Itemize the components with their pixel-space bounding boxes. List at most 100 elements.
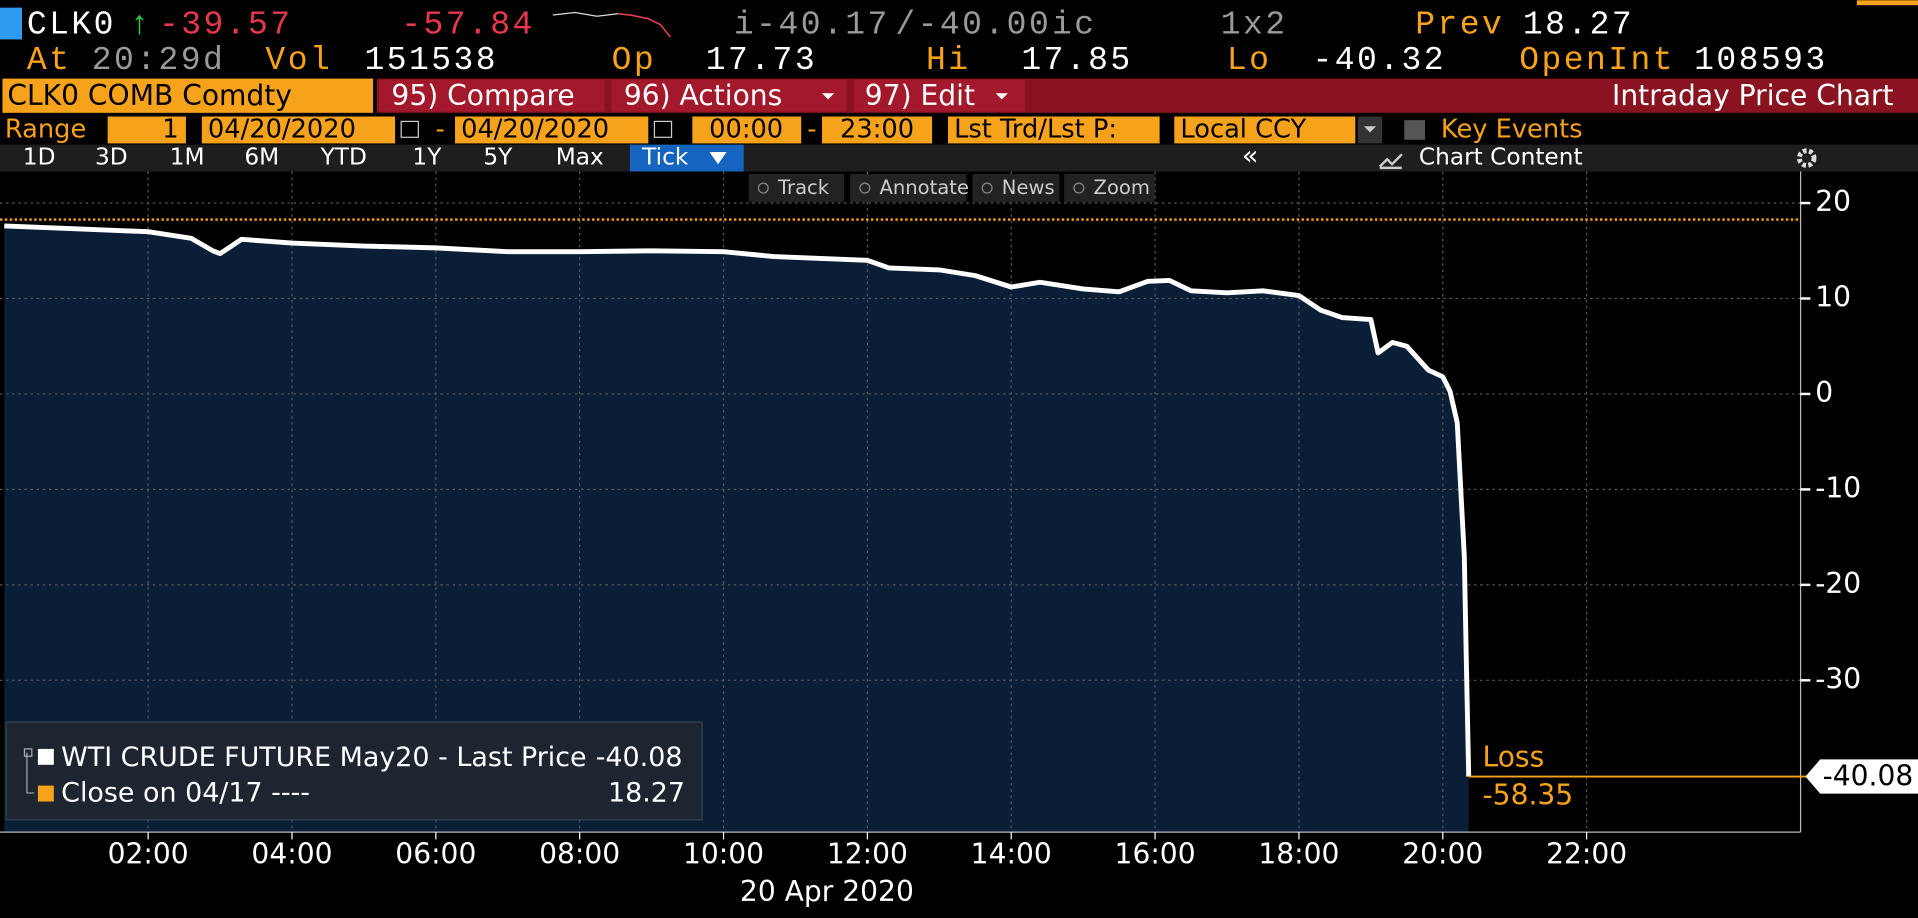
up-arrow: ↑	[130, 6, 152, 43]
range-label: Range	[5, 114, 86, 144]
range-box[interactable]	[107, 116, 186, 144]
y-tick-label: 10	[1815, 280, 1851, 313]
tool-button[interactable]	[748, 173, 845, 203]
date-separator: -	[435, 114, 444, 144]
edit[interactable]: 97) Edit	[865, 79, 975, 112]
annotation-value: -58.35	[1483, 779, 1574, 812]
security-box[interactable]	[2, 78, 374, 113]
legend-label: WTI CRUDE FUTURE May20 - Last Price	[61, 742, 586, 773]
period-button[interactable]: 1Y	[412, 144, 442, 171]
checkbox[interactable]	[1404, 120, 1426, 140]
period-bar	[0, 144, 1918, 172]
edit-button[interactable]	[853, 79, 1026, 112]
currency[interactable]: Local CCY	[1180, 114, 1306, 144]
y-tick-label: -10	[1815, 471, 1861, 504]
y-tick-label: -30	[1815, 662, 1861, 695]
x-tick-label: 18:00	[1258, 837, 1339, 870]
time: 20:29d	[92, 42, 226, 79]
last-price-label: -40.08	[1823, 760, 1914, 793]
vol-label: Vol	[265, 42, 332, 79]
legend-label: Close on 04/17 ----	[61, 778, 310, 809]
prev-label: Prev	[1415, 6, 1504, 43]
actions-button[interactable]	[611, 79, 847, 112]
tick-button[interactable]	[629, 144, 744, 172]
last-price-tag	[1805, 759, 1918, 794]
calendar-icon[interactable]	[400, 120, 419, 138]
security-marker	[0, 7, 23, 40]
corner-marker	[1856, 0, 1918, 6]
time-separator: -	[807, 114, 816, 144]
period-button[interactable]: Max	[556, 144, 604, 171]
prev-value: 18.27	[1523, 6, 1634, 43]
end-date-box[interactable]	[455, 116, 649, 144]
period-button[interactable]: 5Y	[483, 144, 513, 171]
tool-label[interactable]: Track	[777, 176, 830, 199]
end-time[interactable]: 23:00	[840, 114, 914, 144]
x-tick-label: 08:00	[539, 837, 620, 870]
tool-button[interactable]	[972, 173, 1060, 203]
price-line	[4, 223, 1472, 777]
legend-swatch	[37, 785, 54, 802]
legend-tree	[23, 748, 35, 794]
annotation-label: Loss	[1483, 741, 1545, 774]
ask: /-40.00	[895, 6, 1051, 43]
legend-swatch	[37, 748, 54, 765]
settings-icon[interactable]	[1796, 148, 1817, 168]
tool-icon	[981, 182, 993, 194]
compare[interactable]: 95) Compare	[391, 79, 574, 112]
start-time[interactable]: 00:00	[709, 114, 783, 144]
tool-label[interactable]: Annotate	[879, 176, 969, 199]
calendar-icon[interactable]	[653, 120, 673, 138]
actions[interactable]: 96) Actions	[624, 79, 782, 112]
page-title: Intraday Price Chart	[1612, 79, 1893, 112]
tool-label[interactable]: Zoom	[1094, 176, 1150, 199]
period-button[interactable]: 6M	[244, 144, 279, 171]
start-time-box[interactable]	[692, 116, 802, 144]
tool-icon	[859, 182, 871, 194]
last-price: -39.57	[159, 6, 293, 43]
ticker: CLK0	[27, 6, 116, 43]
range-value[interactable]: 1	[162, 114, 178, 144]
low-value: -40.32	[1313, 42, 1447, 79]
period-button[interactable]: 1D	[23, 144, 56, 171]
tool-button[interactable]	[1064, 173, 1155, 203]
period-button[interactable]: YTD	[320, 144, 367, 171]
chart-content[interactable]: Chart Content	[1419, 144, 1583, 171]
collapse[interactable]: «	[1242, 140, 1258, 171]
end-date[interactable]: 04/20/2020	[461, 114, 609, 144]
high-label: Hi	[926, 42, 971, 79]
x-tick-label: 14:00	[971, 837, 1052, 870]
price-type-box[interactable]	[947, 116, 1160, 144]
tool-icon	[1073, 182, 1085, 194]
chart-icon	[1378, 153, 1403, 170]
open-label: Op	[612, 42, 657, 79]
tool-label[interactable]: News	[1002, 176, 1055, 199]
x-tick-label: 02:00	[108, 837, 189, 870]
low-label: Lo	[1227, 42, 1272, 79]
dropdown-arrow	[709, 151, 727, 165]
security[interactable]: CLK0 COMB Comdty	[7, 79, 292, 112]
period-button[interactable]: 1M	[170, 144, 205, 171]
start-date[interactable]: 04/20/2020	[208, 114, 356, 144]
compare-button[interactable]	[379, 79, 605, 112]
x-tick-label: 20:00	[1402, 837, 1483, 870]
at-label: At	[27, 42, 72, 79]
currency-box[interactable]	[1174, 116, 1356, 144]
net-change: -57.84	[401, 6, 535, 43]
legend-value: 18.27	[608, 778, 685, 809]
tick[interactable]: Tick	[641, 144, 689, 171]
key-events[interactable]: Key Events	[1441, 114, 1583, 144]
legend-value: -40.08	[596, 742, 683, 773]
open-interest-label: OpenInt	[1519, 42, 1675, 79]
price-type[interactable]: Lst Trd/Lst P:	[954, 114, 1117, 144]
start-date-box[interactable]	[201, 116, 396, 144]
period-button[interactable]: 3D	[95, 144, 128, 171]
y-tick-label: -20	[1815, 567, 1861, 600]
ask-suffix: ic	[1052, 6, 1097, 43]
tool-icon	[757, 182, 769, 194]
sparkline-down	[617, 13, 671, 38]
x-tick-label: 16:00	[1115, 837, 1196, 870]
end-time-box[interactable]	[822, 116, 933, 144]
open-interest-value: 108593	[1694, 42, 1828, 79]
